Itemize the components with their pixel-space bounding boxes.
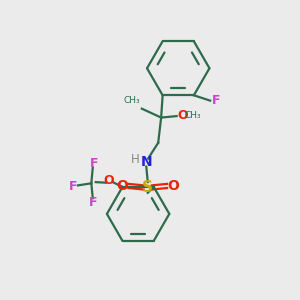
Text: H: H bbox=[130, 153, 140, 166]
Text: F: F bbox=[88, 196, 97, 209]
Text: F: F bbox=[212, 94, 220, 107]
Text: F: F bbox=[69, 180, 78, 193]
Text: F: F bbox=[90, 158, 98, 170]
Text: O: O bbox=[177, 109, 188, 122]
Text: S: S bbox=[142, 180, 153, 195]
Text: CH₃: CH₃ bbox=[184, 111, 201, 120]
Text: O: O bbox=[104, 174, 114, 187]
Text: N: N bbox=[140, 155, 152, 169]
Text: O: O bbox=[167, 179, 179, 193]
Text: CH₃: CH₃ bbox=[124, 96, 140, 105]
Text: O: O bbox=[117, 179, 128, 193]
